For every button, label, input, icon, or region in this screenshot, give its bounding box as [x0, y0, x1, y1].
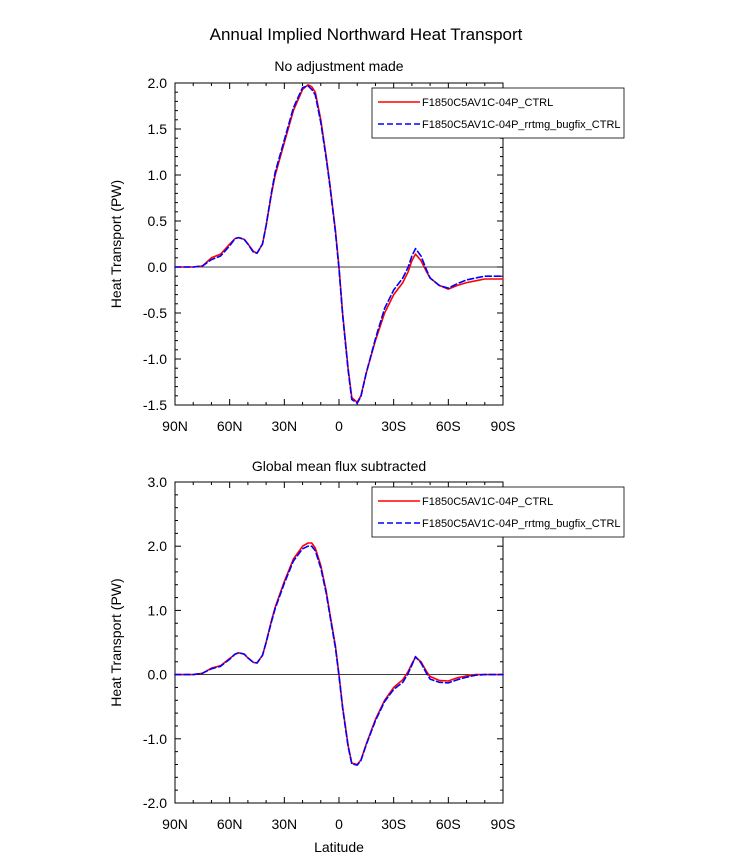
x-tick-label: 30S [381, 418, 406, 434]
y-tick-label: -2.0 [143, 795, 167, 811]
legend-box [371, 87, 625, 139]
x-tick-label: 90N [162, 418, 188, 434]
legend: F1850C5AV1C-04P_CTRL F1850C5AV1C-04P_rrtm… [371, 486, 625, 538]
x-tick-label: 30N [271, 816, 297, 832]
y-tick-label: 2.0 [148, 75, 168, 91]
y-tick-label: -0.5 [143, 305, 167, 321]
panel-title: No adjustment made [274, 58, 403, 74]
y-tick-label: 1.5 [148, 121, 168, 137]
panel-heat-transport-raw: No adjustment made 2.0 1.5 1.0 0.5 0.0 -0.5 -1.… [108, 58, 625, 434]
y-tick-label: -1.0 [143, 731, 167, 747]
y-axis-label: Heat Transport (PW) [108, 578, 124, 706]
x-tick-label: 90S [491, 816, 516, 832]
series-line-1 [174, 542, 504, 766]
legend-box [371, 486, 625, 538]
x-axis-label: Latitude [314, 839, 364, 855]
legend-label: F1850C5AV1C-04P_rrtmg_bugfix_CTRL [422, 119, 621, 131]
x-tick-label: 60N [217, 418, 243, 434]
x-tick-label: 60N [217, 816, 243, 832]
legend: F1850C5AV1C-04P_CTRL F1850C5AV1C-04P_rrtm… [371, 87, 625, 139]
y-tick-label: -1.0 [143, 351, 167, 367]
x-tick-label: 90N [162, 816, 188, 832]
figure-title: Annual Implied Northward Heat Transport [210, 25, 523, 44]
panel-heat-transport-adjusted: Global mean flux subtracted 3.0 2.0 1.0 0.0 -… [108, 458, 625, 855]
legend-label: F1850C5AV1C-04P_CTRL [422, 97, 553, 109]
x-tick-label: 30N [271, 418, 297, 434]
x-tick-label: 30S [381, 816, 406, 832]
panel-title: Global mean flux subtracted [252, 458, 426, 474]
x-tick-label: 60S [436, 418, 461, 434]
x-tick-label: 90S [491, 418, 516, 434]
y-tick-label: 2.0 [148, 538, 168, 554]
series-line-2 [174, 545, 504, 766]
y-tick-label: -1.5 [143, 397, 167, 413]
y-tick-label: 1.0 [148, 602, 168, 618]
y-tick-label: 0.0 [148, 667, 168, 683]
x-tick-label: 0 [335, 418, 343, 434]
legend-label: F1850C5AV1C-04P_rrtmg_bugfix_CTRL [422, 518, 621, 530]
legend-label: F1850C5AV1C-04P_CTRL [422, 496, 553, 508]
y-axis-label: Heat Transport (PW) [108, 180, 124, 308]
y-tick-label: 3.0 [148, 474, 168, 490]
x-tick-label: 0 [335, 816, 343, 832]
x-tick-label: 60S [436, 816, 461, 832]
y-tick-label: 0.5 [148, 213, 168, 229]
y-tick-label: 0.0 [148, 259, 168, 275]
y-tick-label: 1.0 [148, 167, 168, 183]
series-line-2 [174, 85, 504, 405]
